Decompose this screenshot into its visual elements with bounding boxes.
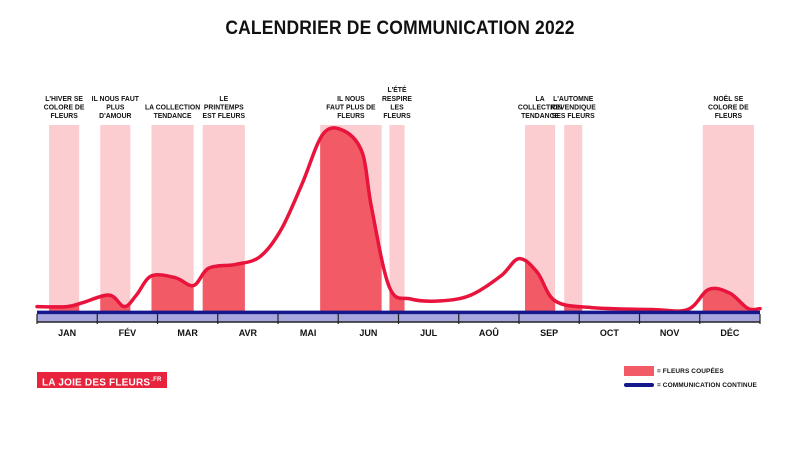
month-label-1: JAN xyxy=(58,328,76,338)
legend-item-communication-continue: = COMMUNICATION CONTINUE xyxy=(624,378,757,392)
month-label-4: AVR xyxy=(239,328,258,338)
fleurs-coupees-curve xyxy=(35,126,762,313)
campaign-band-6 xyxy=(389,125,405,322)
campaign-label-1-line-3: FLEURS xyxy=(50,111,77,120)
campaign-label-7-line-3: TENDANCE xyxy=(521,111,559,120)
month-label-10: OCT xyxy=(600,328,620,338)
campaign-label-2-line-3: D'AMOUR xyxy=(99,111,132,120)
campaign-label-5-line-2: FAUT PLUS DE xyxy=(326,102,376,111)
campaign-label-9-line-1: NOËL SE xyxy=(713,93,743,102)
campaign-label-6-line-1: L'ÉTÉ xyxy=(387,85,406,94)
campaign-label-3-line-1: LA COLLECTION xyxy=(145,102,200,111)
campaign-label-9-line-2: COLORE DE xyxy=(708,102,749,111)
month-label-9: SEP xyxy=(540,328,558,338)
campaign-label-6-line-4: FLEURS xyxy=(383,111,410,120)
campaign-label-8-line-2: REVENDIQUE xyxy=(551,102,596,111)
campaign-label-5-line-3: FLEURS xyxy=(337,111,364,120)
brand-suffix: .FR xyxy=(151,377,162,383)
campaign-label-4-line-3: EST FLEURS xyxy=(203,111,246,120)
campaign-label-8-line-3: SES FLEURS xyxy=(552,111,595,120)
month-label-3: MAR xyxy=(177,328,198,338)
campaign-label-2-line-2: PLUS xyxy=(106,102,124,111)
month-label-7: JUL xyxy=(420,328,438,338)
legend-item-fleurs-coupees: = FLEURS COUPÉES xyxy=(624,364,757,378)
campaign-label-7-line-1: LA xyxy=(536,93,546,102)
month-label-5: MAI xyxy=(300,328,317,338)
campaign-label-4-line-1: LE xyxy=(219,93,228,102)
legend-label-communication-continue: = COMMUNICATION CONTINUE xyxy=(657,381,757,389)
campaign-label-5-line-1: IL NOUS xyxy=(337,93,365,102)
legend-label-fleurs-coupees: = FLEURS COUPÉES xyxy=(657,367,724,375)
month-label-12: DÉC xyxy=(720,328,740,338)
campaign-label-6-line-2: RESPIRE xyxy=(382,93,412,102)
campaign-band-8 xyxy=(564,125,583,322)
campaign-label-1-line-1: L'HIVER SE xyxy=(45,93,83,102)
campaign-band-1 xyxy=(49,125,80,322)
legend-swatch-line xyxy=(624,383,654,387)
campaign-band-2 xyxy=(100,125,131,322)
month-label-8: AOÛ xyxy=(479,327,499,338)
campaign-label-6-line-3: LES xyxy=(390,102,403,111)
campaign-label-1-line-2: COLORE DE xyxy=(44,102,85,111)
campaign-label-2-line-1: IL NOUS FAUT xyxy=(92,93,140,102)
campaign-label-7-line-2: COLLECTION xyxy=(518,102,562,111)
campaign-label-8-line-1: L'AUTOMNE xyxy=(553,93,593,102)
brand-logo: LA JOIE DES FLEURS.FR xyxy=(37,372,167,388)
month-label-11: NOV xyxy=(660,328,680,338)
campaign-label-4-line-2: PRINTEMPS xyxy=(204,102,244,111)
campaign-label-9-line-3: FLEURS xyxy=(715,111,742,120)
month-label-2: FÉV xyxy=(119,328,137,338)
campaign-label-3-line-2: TENDANCE xyxy=(154,111,192,120)
month-label-6: JUN xyxy=(359,328,377,338)
legend-swatch-bar xyxy=(624,366,654,376)
legend: = FLEURS COUPÉES = COMMUNICATION CONTINU… xyxy=(624,364,757,392)
brand-name: LA JOIE DES FLEURS xyxy=(42,377,151,389)
chart-title: CALENDRIER DE COMMUNICATION 2022 xyxy=(225,18,575,39)
